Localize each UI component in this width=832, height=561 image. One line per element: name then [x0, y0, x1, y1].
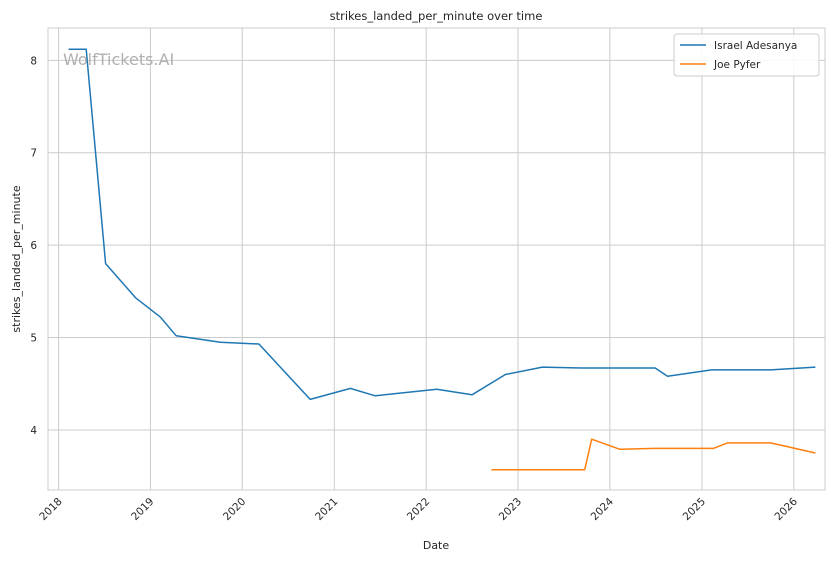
legend-label-joe-pyfer: Joe Pyfer [713, 59, 761, 71]
series-line-joe-pyfer [491, 438, 816, 471]
series-line-israel-adesanya [68, 48, 816, 401]
legend-label-israel-adesanya: Israel Adesanya [714, 40, 797, 52]
plot-frame [47, 27, 826, 491]
watermark: WolfTickets.AI [63, 50, 174, 69]
y-tick-label: 6 [30, 240, 37, 252]
y-tick-label: 8 [30, 55, 37, 67]
x-axis-label: Date [423, 539, 450, 552]
y-tick-label: 7 [30, 148, 37, 160]
y-tick-label: 4 [30, 425, 37, 437]
chart-title: strikes_landed_per_minute over time [330, 9, 543, 23]
series-lines [68, 48, 816, 471]
legend: Israel Adesanya Joe Pyfer [673, 33, 820, 77]
y-axis-label: strikes_landed_per_minute [10, 185, 23, 332]
legend-box [673, 33, 820, 77]
y-tick-label: 5 [30, 333, 37, 345]
